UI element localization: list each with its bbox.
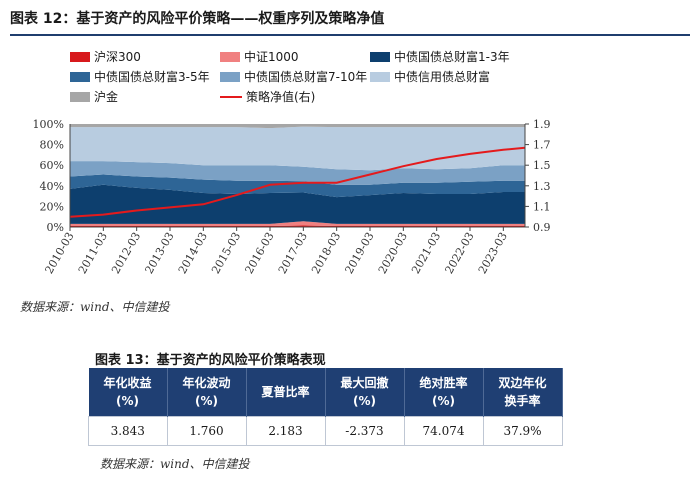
header-turnover: 双边年化 换手率: [483, 368, 563, 417]
nav-line: [69, 146, 526, 218]
x-tick-label: 2020-03: [376, 230, 410, 276]
x-tick-label: 2010-03: [42, 230, 76, 276]
legend-item-gold: 沪金: [70, 88, 118, 105]
x-tick-label: 2021-03: [409, 230, 443, 276]
cell-annual-return: 3.843: [88, 416, 168, 446]
legend-item-hs300: 沪深300: [70, 48, 141, 65]
legend-item-gov-3-5: 中债国债总财富3-5年: [70, 68, 210, 85]
legend-item-zz1000: 中证1000: [220, 48, 299, 65]
y2-tick-label: 1.5: [533, 159, 551, 172]
legend-swatch: [70, 91, 90, 102]
weight-nav-chart: 0% 20% 40% 60% 80% 100% 0.9 1.1 1.3 1.5 1.7 1.9 2010…: [33, 118, 551, 276]
legend-label: 中证1000: [244, 50, 299, 64]
legend-label: 中债国债总财富7-10年: [244, 70, 368, 84]
legend-label: 中债国债总财富3-5年: [94, 70, 210, 84]
header-line: 年化收益: [103, 376, 152, 390]
legend-label: 中债信用债总财富: [394, 70, 491, 84]
y2-tick-label: 1.3: [533, 180, 551, 193]
x-tick-label: 2022-03: [442, 230, 476, 276]
y-tick-label: 80%: [40, 139, 64, 152]
x-tick-label: 2018-03: [309, 230, 343, 276]
area-series-3: [70, 174, 525, 198]
header-line: (%): [195, 394, 218, 408]
table-header-row: 年化收益 (%) 年化波动 (%) 夏普比率 最大回撤 (%) 绝对胜率 (%) 双边年…: [88, 368, 563, 417]
area-series-1: [70, 221, 525, 226]
area-series-4: [70, 161, 525, 185]
x-tick-label: 2014-03: [176, 230, 210, 276]
legend-swatch: [370, 71, 390, 82]
y-tick-label: 40%: [40, 180, 64, 193]
y2-tick-label: 1.9: [533, 118, 551, 131]
y-tick-label: 100%: [33, 118, 64, 131]
y-tick-label: 60%: [40, 159, 64, 172]
x-tick-label: 2011-03: [76, 230, 110, 276]
legend-item-credit: 中债信用债总财富: [370, 68, 490, 85]
legend-item-nav: 策略净值(右): [220, 88, 315, 105]
legend-label: 沪金: [94, 90, 119, 104]
y2-tick-label: 1.7: [533, 139, 551, 152]
legend-label: 沪深300: [94, 50, 141, 64]
legend-label: 策略净值(右): [246, 90, 316, 104]
x-tick-label: 2012-03: [109, 230, 143, 276]
table-row: 3.843 1.760 2.183 -2.373 74.074 37.9%: [88, 416, 563, 446]
header-line: 夏普比率: [261, 385, 310, 399]
table-source: 数据来源：wind、中信建投: [100, 457, 250, 471]
cell-win-rate: 74.074: [403, 416, 484, 446]
header-line: (%): [353, 394, 376, 408]
legend-swatch: [70, 51, 90, 62]
x-tick-label: 2017-03: [276, 230, 310, 276]
y2-tick-label: 0.9: [533, 221, 551, 234]
header-annual-return: 年化收益 (%): [88, 368, 168, 417]
figure-source: 数据来源：wind、中信建投: [20, 300, 170, 314]
header-max-drawdown: 最大回撤 (%): [325, 368, 405, 417]
header-line: (%): [432, 394, 455, 408]
performance-table: 年化收益 (%) 年化波动 (%) 夏普比率 最大回撤 (%) 绝对胜率 (%) 双边年…: [88, 368, 563, 446]
area-series-5: [70, 126, 525, 171]
legend-swatch: [70, 71, 90, 82]
legend-swatch: [220, 51, 240, 62]
x-tick-label: 2013-03: [142, 230, 176, 276]
header-line: (%): [116, 394, 139, 408]
x-tick-label: 2015-03: [209, 230, 243, 276]
header-line: 换手率: [504, 394, 541, 408]
header-win-rate: 绝对胜率 (%): [404, 368, 484, 417]
area-series-6: [70, 124, 525, 129]
header-annual-vol: 年化波动 (%): [167, 368, 247, 417]
x-tick-label: 2016-03: [242, 230, 276, 276]
header-line: 年化波动: [182, 376, 231, 390]
table-title: 图表 13：基于资产的风险平价策略表现: [95, 353, 326, 368]
header-sharpe: 夏普比率: [246, 368, 326, 417]
cell-sharpe: 2.183: [245, 416, 326, 446]
title-rule: [10, 34, 690, 36]
legend-item-gov-7-10: 中债国债总财富7-10年: [220, 68, 367, 85]
legend-swatch: [220, 71, 240, 82]
header-line: 绝对胜率: [419, 376, 468, 390]
header-line: 最大回撤: [340, 376, 389, 390]
header-line: 双边年化: [498, 376, 547, 390]
x-tick-label: 2023-03: [476, 230, 510, 276]
cell-turnover: 37.9%: [482, 416, 563, 446]
legend-line: [220, 95, 242, 98]
legend-label: 中债国债总财富1-3年: [394, 50, 510, 64]
y2-tick-label: 1.1: [533, 200, 551, 213]
x-tick-label: 2019-03: [342, 230, 376, 276]
area-series-2: [70, 184, 525, 224]
legend-swatch: [370, 51, 390, 62]
cell-annual-vol: 1.760: [166, 416, 247, 446]
y-tick-label: 20%: [40, 200, 64, 213]
legend-item-gov-1-3: 中债国债总财富1-3年: [370, 48, 510, 65]
cell-max-drawdown: -2.373: [324, 416, 405, 446]
figure-title: 图表 12：基于资产的风险平价策略——权重序列及策略净值: [10, 11, 385, 27]
y-tick-label: 0%: [47, 221, 64, 234]
